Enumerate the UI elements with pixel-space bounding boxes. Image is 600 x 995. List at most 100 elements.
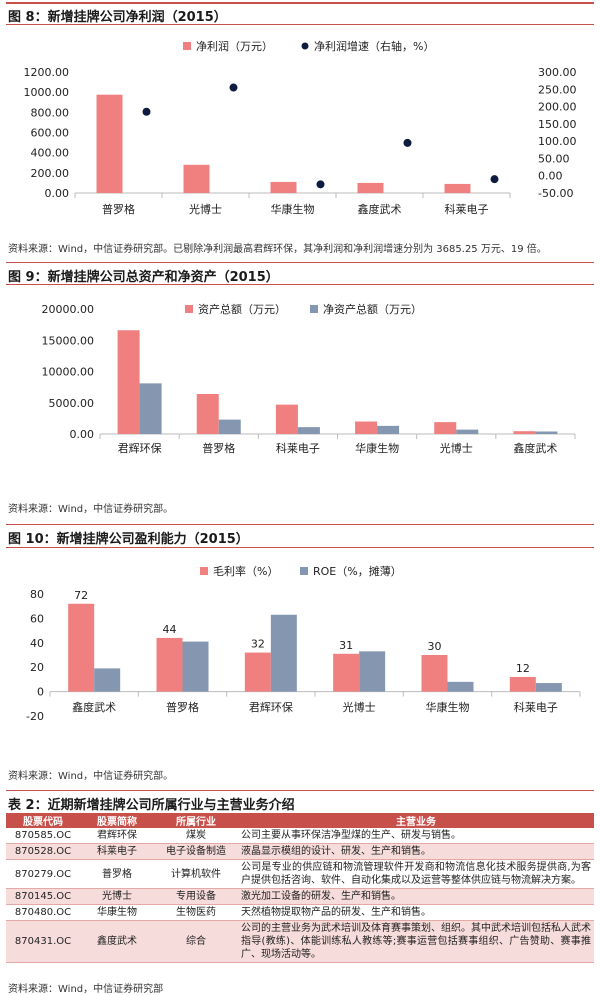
growth-dot xyxy=(142,107,151,116)
data-label: 31 xyxy=(339,639,353,652)
y-tick-label: -20 xyxy=(26,710,44,723)
legend-label: 净利润增速（右轴，%） xyxy=(314,39,434,53)
x-tick-label: 光博士 xyxy=(189,202,222,216)
cell-name: 光博士 xyxy=(80,888,154,905)
col-header: 所属行业 xyxy=(154,813,238,828)
net-profit-chart: 0.00 200.00 400.00 600.00 800.00 1000.00 1200.… xyxy=(24,39,577,216)
legend-marker xyxy=(185,305,193,313)
cell-code: 870528.OC xyxy=(6,843,80,860)
x-tick-label: 科莱电子 xyxy=(514,700,558,714)
title-rule xyxy=(6,2,594,4)
bar xyxy=(156,637,183,692)
table-row: 870480.OC 华康生物 生物医药 天然植物提取物产品的研发、生产和销售。 xyxy=(6,904,594,921)
data-label: 32 xyxy=(251,638,265,651)
x-tick-label: 普罗格 xyxy=(102,202,135,216)
bar xyxy=(509,676,536,692)
y-tick-label: 400.00 xyxy=(31,147,70,160)
x-tick-label: 华康生物 xyxy=(355,441,399,455)
y-tick-label: 0 xyxy=(37,686,44,699)
x-tick-label: 华康生物 xyxy=(271,202,315,216)
y-tick-label: 40 xyxy=(30,637,44,650)
y-tick-label: 1200.00 xyxy=(24,66,70,79)
bar xyxy=(68,603,95,692)
cell-business: 激光加工设备的研发、生产和销售。 xyxy=(238,888,594,905)
bar xyxy=(218,419,241,434)
growth-dot xyxy=(403,138,412,147)
y-tick-label: 800.00 xyxy=(31,106,70,119)
y-tick-label: 60 xyxy=(30,612,44,625)
y-tick-label: 20 xyxy=(30,661,44,674)
cell-name: 华康生物 xyxy=(80,904,154,921)
title-rule xyxy=(6,24,594,25)
bar xyxy=(359,651,386,692)
y-tick-label: 600.00 xyxy=(31,127,70,140)
growth-dot xyxy=(316,180,325,189)
bar xyxy=(182,641,209,692)
y2-tick-label: 200.00 xyxy=(538,101,577,114)
bar xyxy=(275,404,298,434)
bar xyxy=(535,431,558,434)
title-rule xyxy=(6,524,594,525)
bar xyxy=(513,431,536,434)
y2-tick-label: -50.00 xyxy=(538,187,573,200)
table-row: 870431.OC 鑫度武术 综合 公司的主营业务为武术培训及体育赛事策划、组织… xyxy=(6,920,594,963)
cell-industry: 计算机软件 xyxy=(154,859,238,889)
bar xyxy=(456,429,479,434)
x-tick-label: 鑫度武术 xyxy=(358,202,402,216)
fig9-source: 资料来源：Wind，中信证券研究部。 xyxy=(8,504,174,515)
legend-marker xyxy=(301,42,309,50)
cell-code: 870480.OC xyxy=(6,904,80,921)
growth-dot xyxy=(229,83,238,92)
bar xyxy=(377,425,400,434)
legend-marker xyxy=(200,567,208,575)
bar xyxy=(270,181,297,193)
cell-business: 公司主要从事环保洁净型煤的生产、研发与销售。 xyxy=(238,828,594,844)
cell-business: 公司是专业的供应链和物流管理软件开发商和物流信息化技术服务提供商,为客户提供包括… xyxy=(238,859,594,889)
assets-chart: 0.00 5000.00 10000.00 15000.00 20000.00 君辉环保 普… xyxy=(42,302,576,455)
bar xyxy=(139,383,162,434)
y-tick-label: 20000.00 xyxy=(42,303,95,316)
legend-marker xyxy=(300,567,308,575)
cell-name: 鑫度武术 xyxy=(80,920,154,963)
cell-industry: 电子设备制造 xyxy=(154,843,238,860)
table2-source: 资料来源：Wind，中信证券研究部 xyxy=(8,984,164,995)
cell-business: 天然植物提取物产品的研发、生产和销售。 xyxy=(238,904,594,921)
bar xyxy=(244,652,271,692)
x-tick-label: 光博士 xyxy=(343,700,376,714)
x-tick-label: 鑫度武术 xyxy=(513,441,557,455)
cell-industry: 煤炭 xyxy=(154,828,238,844)
bar xyxy=(270,614,297,692)
table-row: 870528.OC 科莱电子 电子设备制造 液晶显示模组的设计、研发、生产和销售… xyxy=(6,843,594,860)
title-rule xyxy=(6,790,594,791)
fig8-source: 资料来源：Wind，中信证券研究部。已剔除净利润最高君辉环保，其净利润和净利润增… xyxy=(8,244,547,255)
cell-business: 公司的主营业务为武术培训及体育赛事策划、组织。其中武术培训包括私人武术指导(教练… xyxy=(238,920,594,963)
legend-label: ROE（%，摊薄） xyxy=(313,564,402,578)
data-label: 12 xyxy=(516,662,530,675)
y-tick-label: 1000.00 xyxy=(24,86,70,99)
bar xyxy=(444,183,471,193)
y2-tick-label: 150.00 xyxy=(538,118,577,131)
data-label: 44 xyxy=(163,623,177,636)
cell-code: 870279.OC xyxy=(6,859,80,889)
cell-code: 870431.OC xyxy=(6,920,80,963)
legend-label: 资产总额（万元） xyxy=(198,302,286,316)
y-tick-label: 200.00 xyxy=(31,167,70,180)
bar xyxy=(96,94,123,193)
bar xyxy=(421,655,448,692)
y-tick-label: 10000.00 xyxy=(42,366,95,379)
legend-marker xyxy=(310,305,318,313)
y-tick-label: 0.00 xyxy=(70,428,95,441)
y2-tick-label: 50.00 xyxy=(538,152,570,165)
y-tick-label: 15000.00 xyxy=(42,334,95,347)
fig9-title: 图 9：新增挂牌公司总资产和净资产（2015） xyxy=(8,270,279,285)
y-tick-label: 0.00 xyxy=(45,187,70,200)
title-rule xyxy=(6,547,594,548)
bar xyxy=(355,421,378,434)
bar xyxy=(447,681,474,692)
profitability-chart: -20 0 20 40 60 80 鑫度武术 普罗格 君辉环保 光博士 华康生物 科莱电子 72 44 32… xyxy=(26,564,581,723)
cell-name: 普罗格 xyxy=(80,859,154,889)
table2-title: 表 2：近期新增挂牌公司所属行业与主营业务介绍 xyxy=(8,798,295,813)
bar xyxy=(357,182,384,193)
bar xyxy=(333,653,360,692)
table-row: 870145.OC 光博士 专用设备 激光加工设备的研发、生产和销售。 xyxy=(6,888,594,905)
